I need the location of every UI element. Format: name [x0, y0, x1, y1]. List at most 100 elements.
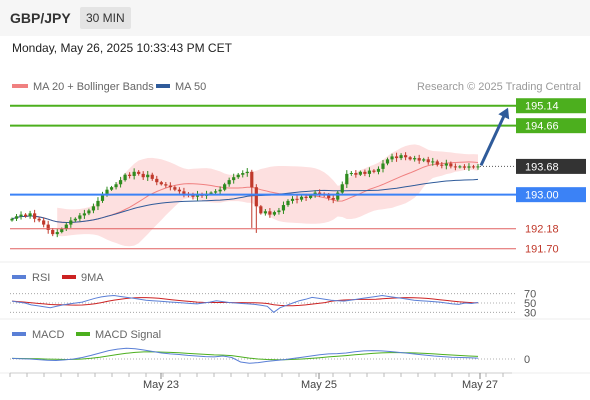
candle-body	[69, 220, 73, 225]
candle-body	[363, 171, 367, 174]
candle-body	[177, 189, 181, 192]
legend-9ma-label: 9MA	[81, 272, 104, 284]
instrument-title: GBP/JPY	[10, 10, 71, 26]
legend-macd-signal-swatch	[76, 332, 90, 336]
level-current-2-label: 193.68	[525, 161, 559, 173]
legend-rsi-swatch	[12, 275, 26, 279]
candle-body	[394, 156, 399, 159]
candle-body	[318, 192, 322, 194]
candle-body	[137, 171, 141, 174]
candle-body	[96, 200, 100, 207]
level-resistance-1-label: 194.66	[525, 121, 559, 133]
candle-body	[19, 214, 23, 217]
candle-body	[299, 196, 304, 200]
x-tick-label: May 27	[462, 379, 498, 391]
candle-body	[381, 163, 385, 169]
rsi-tick-70: 70	[524, 289, 536, 301]
top-bar: GBP/JPY 30 MIN	[0, 0, 590, 36]
legend-9ma-swatch	[62, 275, 76, 279]
candle-body	[404, 155, 408, 158]
candle-body	[254, 187, 258, 207]
candle-body	[195, 194, 200, 197]
timeframe-button[interactable]: 30 MIN	[80, 7, 131, 29]
candle-body	[458, 166, 462, 168]
candle-body	[23, 214, 28, 217]
legend-macd-signal-label: MACD Signal	[95, 329, 161, 341]
candle-body	[295, 198, 299, 200]
candle-body	[118, 180, 123, 185]
candle-body	[159, 182, 163, 185]
candle-body	[109, 187, 114, 190]
candle-body	[64, 224, 68, 229]
candle-body	[340, 184, 344, 193]
candle-body	[227, 180, 231, 185]
legend-macd-label: MACD	[32, 329, 64, 341]
legend-ma50-label: MA 50	[175, 81, 206, 93]
candle-body	[91, 206, 96, 211]
candle-body	[422, 159, 426, 161]
candle-body	[42, 220, 46, 225]
level-resistance-1-tag	[516, 118, 586, 134]
candle-body	[372, 170, 376, 172]
projection-arrow-shaft	[479, 113, 507, 167]
candle-body	[218, 189, 222, 192]
level-resistance-0-tag	[516, 98, 586, 114]
candle-body	[55, 232, 59, 235]
candle-body	[426, 159, 430, 163]
candle-body	[78, 215, 82, 219]
candle-body	[28, 213, 32, 217]
candle-body	[431, 161, 435, 163]
candle-body	[444, 163, 448, 166]
candle-body	[417, 158, 421, 161]
projection-arrow-head	[498, 107, 510, 120]
legend-ma20-label: MA 20 + Bollinger Bands	[33, 81, 154, 93]
level-pivot-3-tag	[516, 187, 586, 203]
level-current-2-tag	[516, 158, 586, 174]
level-support-4-label: 192.18	[525, 224, 559, 236]
candle-body	[223, 184, 227, 190]
candle-body	[105, 189, 109, 194]
candle-body	[141, 173, 145, 178]
candle-body	[268, 211, 272, 215]
candle-body	[209, 192, 213, 194]
candle-body	[390, 156, 394, 160]
watermark: Research © 2025 Trading Central	[417, 81, 581, 93]
legend-macd-swatch	[12, 332, 26, 336]
candle-body	[236, 174, 240, 178]
candle-body	[51, 229, 55, 235]
candle-body	[367, 170, 372, 174]
candle-body	[476, 166, 480, 168]
x-tick-label: May 25	[301, 379, 337, 391]
candle-body	[272, 212, 277, 215]
candle-body	[128, 174, 132, 176]
candle-body	[82, 213, 86, 216]
macd-tick-0: 0	[524, 354, 530, 366]
timestamp: Monday, May 26, 2025 10:33:43 PM CET	[12, 41, 232, 55]
candle-body	[462, 166, 467, 168]
candle-body	[327, 195, 331, 198]
candle-body	[336, 192, 340, 200]
candle-body	[132, 171, 136, 176]
candle-body	[191, 195, 195, 197]
candle-body	[150, 174, 154, 179]
ma50-line	[11, 178, 479, 224]
candle-body	[309, 195, 313, 198]
candle-body	[46, 224, 50, 230]
rsi-line	[11, 294, 479, 313]
candle-body	[245, 171, 249, 174]
candle-body	[232, 177, 236, 181]
macd-line	[11, 347, 479, 364]
candle-body	[304, 196, 308, 198]
candle-body	[453, 166, 457, 168]
candle-body	[173, 187, 177, 190]
candle-body	[376, 168, 381, 172]
candle-body	[10, 218, 14, 221]
candle-body	[263, 211, 267, 214]
candle-body	[354, 173, 358, 175]
candle-body	[182, 191, 186, 194]
legend-ma50-swatch	[156, 84, 170, 88]
candle-body	[286, 200, 290, 206]
candle-body	[250, 171, 254, 188]
candle-body	[399, 155, 403, 159]
candle-body	[358, 171, 362, 175]
